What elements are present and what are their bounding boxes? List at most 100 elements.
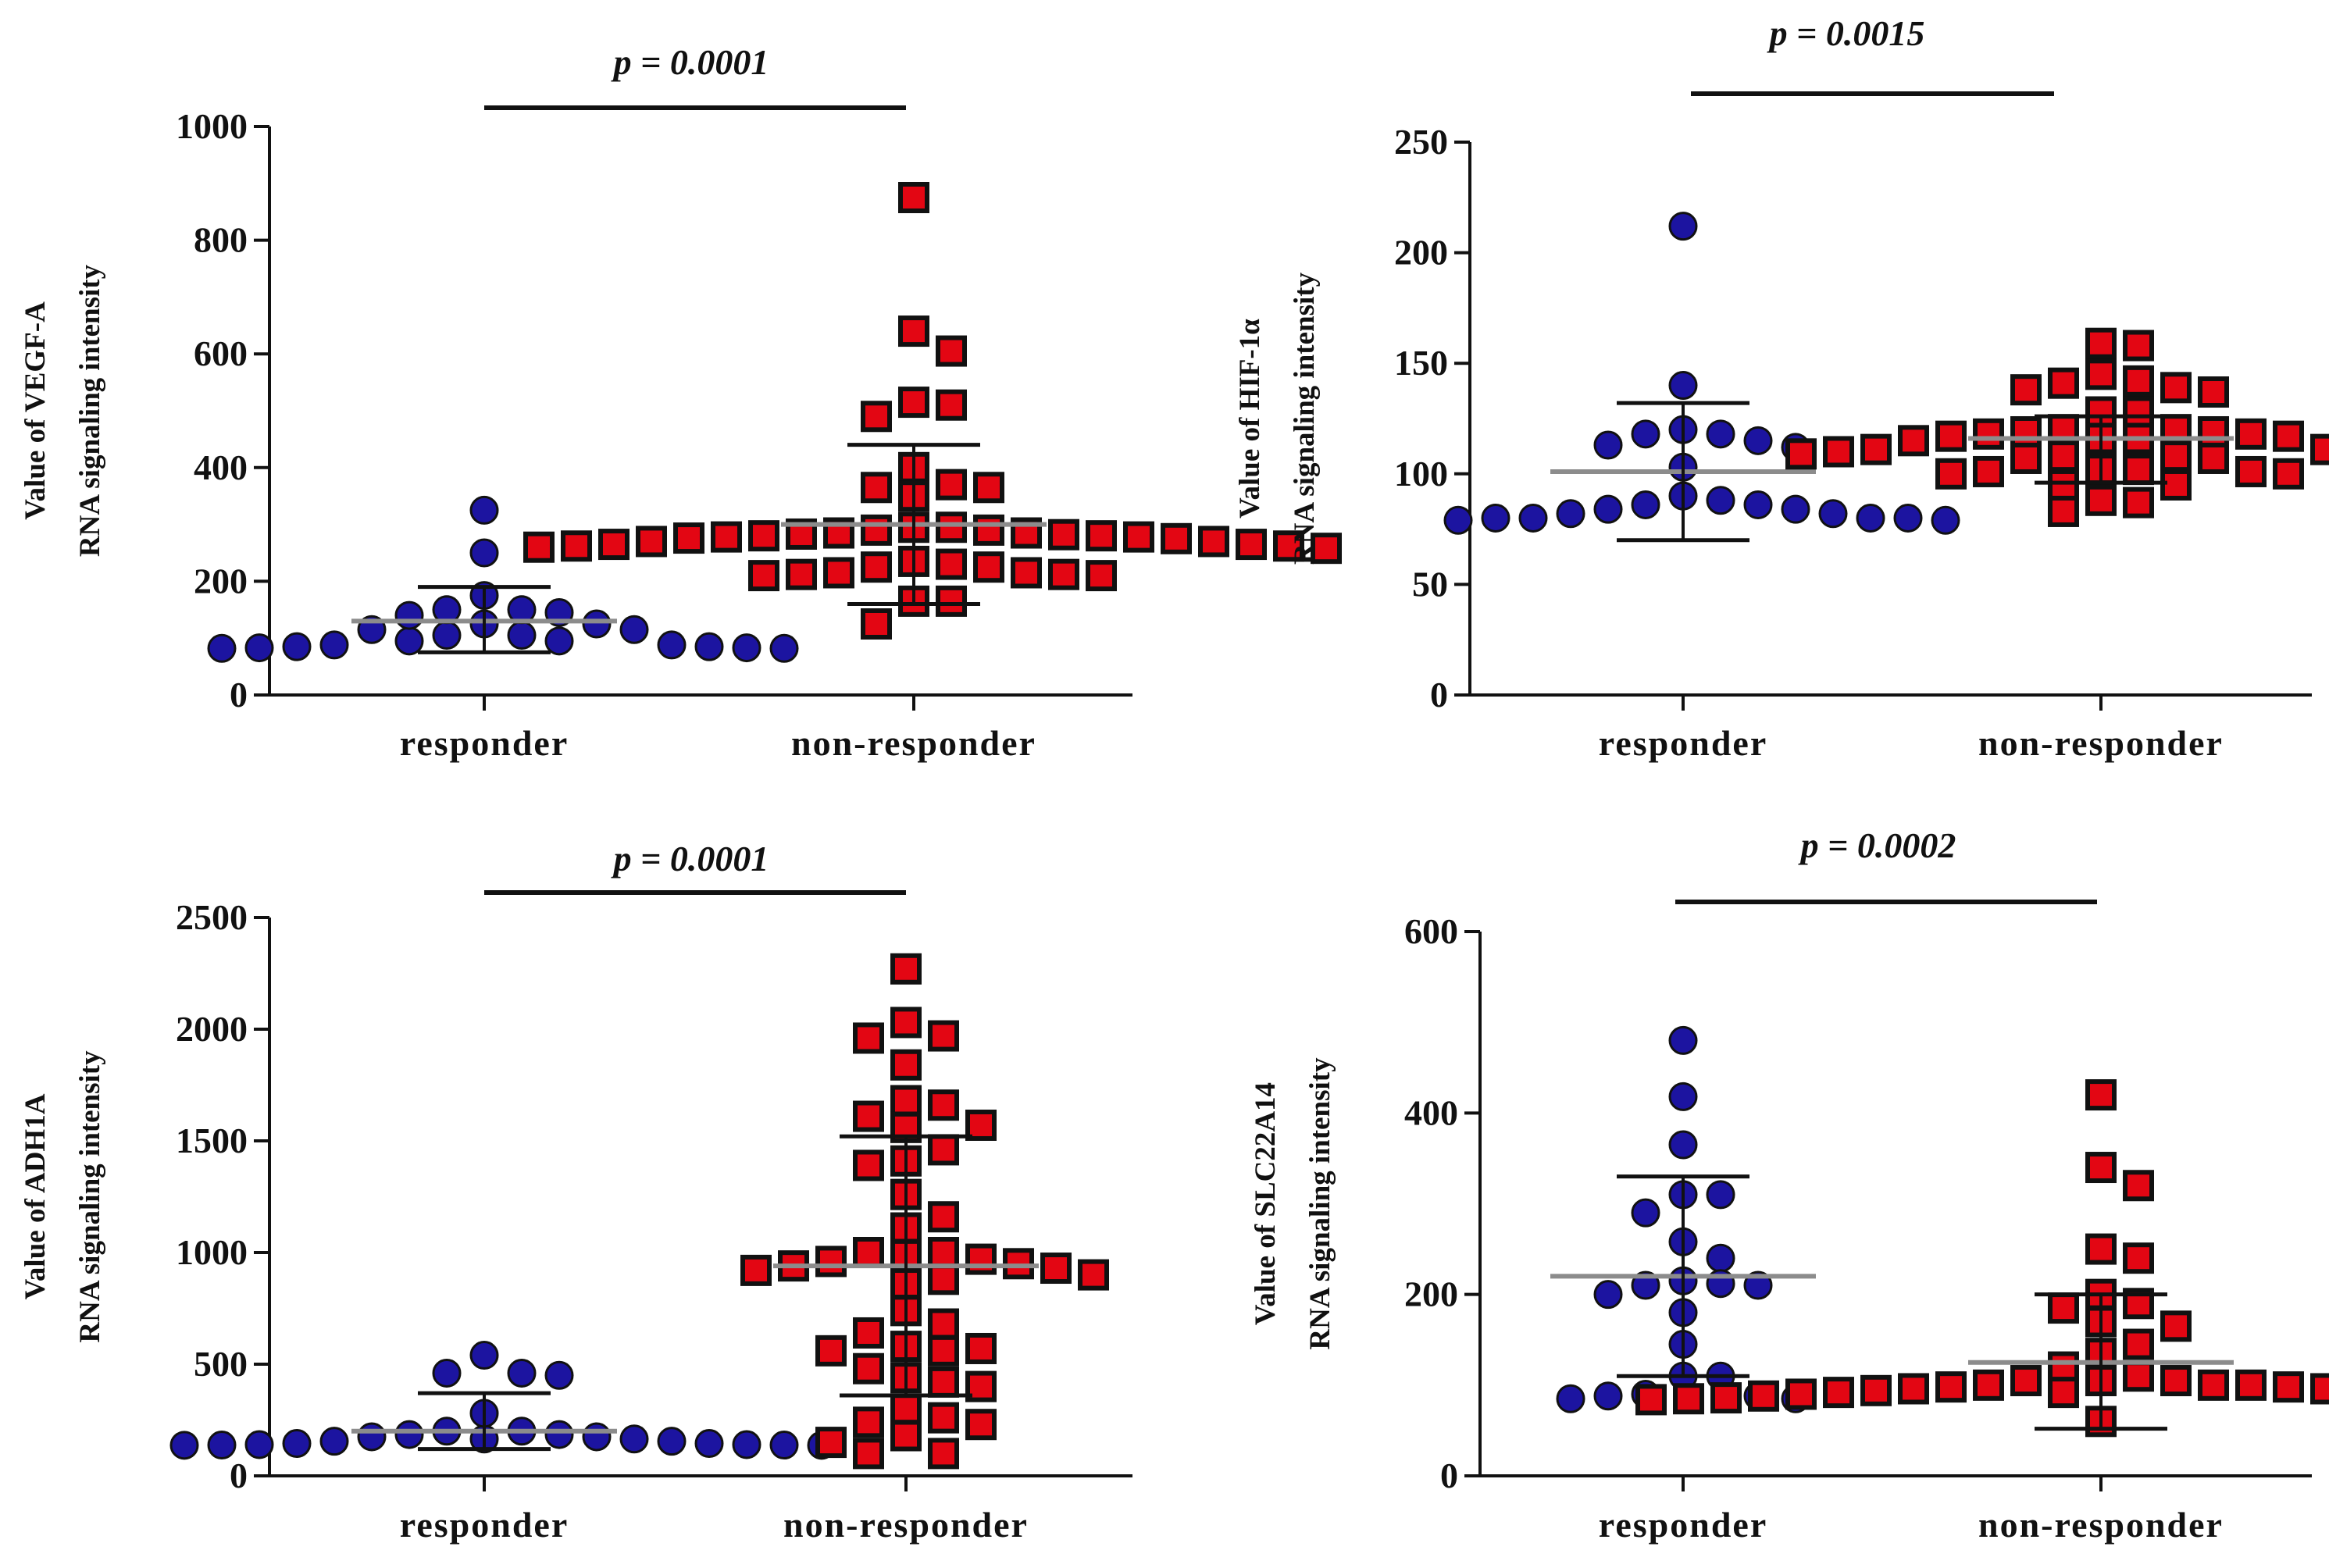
data-point-non-responder xyxy=(2310,433,2329,465)
y-tick-label: 800 xyxy=(194,220,248,260)
x-category-label: non-responder xyxy=(791,723,1036,763)
data-point-non-responder xyxy=(2273,420,2304,452)
y-tick-label: 1500 xyxy=(176,1121,248,1160)
data-point-non-responder xyxy=(1236,529,1267,561)
data-point-non-responder xyxy=(1048,558,1079,590)
data-point-non-responder xyxy=(853,1352,884,1384)
chart-panel-adh1a: 0 500 1000 1500 2000 2500 responder non-respond… xyxy=(20,839,1132,1545)
y-tick-label: 200 xyxy=(194,561,248,600)
data-point-non-responder xyxy=(2123,396,2154,428)
data-point-responder xyxy=(544,1420,574,1449)
data-point-non-responder xyxy=(2048,1351,2079,1383)
y-tick-label: 150 xyxy=(1394,343,1448,383)
data-point-non-responder xyxy=(898,315,929,347)
data-point-non-responder xyxy=(965,1370,997,1402)
series-responder xyxy=(1443,212,1960,543)
data-point-non-responder xyxy=(928,1438,959,1470)
data-point-responder xyxy=(432,1358,462,1388)
data-point-responder xyxy=(432,621,462,650)
data-point-responder xyxy=(394,600,424,630)
data-point-responder xyxy=(1556,1384,1585,1413)
data-point-non-responder xyxy=(2273,458,2304,490)
p-value-label: p = 0.0001 xyxy=(611,839,769,878)
data-point-non-responder xyxy=(2010,1365,2042,1397)
data-point-responder xyxy=(582,609,612,639)
y-tick-label: 250 xyxy=(1394,122,1448,162)
data-point-responder xyxy=(1743,490,1773,519)
y-axis-title-line1: Value of HIF-1α xyxy=(1234,319,1266,519)
data-point-non-responder xyxy=(936,585,967,617)
data-point-responder xyxy=(1706,486,1735,515)
data-point-responder xyxy=(394,626,424,656)
data-point-non-responder xyxy=(1860,433,1892,465)
data-point-non-responder xyxy=(1898,1373,1929,1405)
data-point-responder xyxy=(544,626,574,656)
data-point-non-responder xyxy=(890,1007,922,1039)
data-point-non-responder xyxy=(1785,1378,1817,1410)
data-point-non-responder xyxy=(748,560,779,592)
data-point-responder xyxy=(1668,212,1698,241)
data-point-non-responder xyxy=(2198,1369,2229,1401)
data-point-non-responder xyxy=(890,1393,922,1425)
data-point-non-responder xyxy=(965,1332,997,1364)
data-point-non-responder xyxy=(815,1245,847,1278)
data-point-non-responder xyxy=(2310,1373,2329,1405)
data-point-non-responder xyxy=(861,551,892,583)
data-point-non-responder xyxy=(2123,454,2154,486)
data-point-non-responder xyxy=(853,1100,884,1132)
data-point-non-responder xyxy=(890,1049,922,1081)
y-axis-title-line1: Value of VEGF-A xyxy=(20,301,52,520)
data-point-non-responder xyxy=(1198,526,1229,558)
data-point-responder xyxy=(1593,430,1623,460)
data-point-responder xyxy=(769,1431,799,1460)
data-point-non-responder xyxy=(2010,415,2042,447)
y-tick-label: 100 xyxy=(1394,454,1448,494)
data-point-responder xyxy=(544,1360,574,1390)
y-tick-label: 500 xyxy=(194,1344,248,1384)
data-point-non-responder xyxy=(928,1201,959,1233)
y-tick-label: 0 xyxy=(1440,1456,1458,1495)
data-point-non-responder xyxy=(2235,1369,2267,1401)
y-tick-label: 0 xyxy=(230,675,248,715)
data-point-non-responder xyxy=(2160,1310,2192,1342)
data-point-non-responder xyxy=(673,522,704,554)
data-point-non-responder xyxy=(1935,458,1967,490)
p-value-label: p = 0.0002 xyxy=(1798,825,1956,865)
data-point-responder xyxy=(282,1429,312,1459)
data-point-responder xyxy=(507,621,537,650)
y-axis-title-line1: Value of ADH1A xyxy=(20,1093,52,1299)
data-point-responder xyxy=(1781,494,1810,524)
data-point-non-responder xyxy=(1823,1377,1854,1409)
data-point-non-responder xyxy=(853,1022,884,1054)
data-point-non-responder xyxy=(711,521,742,553)
data-point-non-responder xyxy=(853,1438,884,1470)
data-point-responder xyxy=(1443,505,1473,535)
data-point-non-responder xyxy=(928,1402,959,1434)
data-point-non-responder xyxy=(853,1406,884,1438)
data-point-non-responder xyxy=(2160,469,2192,501)
data-point-non-responder xyxy=(2160,440,2192,472)
data-point-responder xyxy=(1481,503,1510,533)
data-point-non-responder xyxy=(1273,530,1304,562)
data-point-non-responder xyxy=(2048,367,2079,399)
data-point-non-responder xyxy=(1823,436,1854,468)
data-point-non-responder xyxy=(2198,376,2229,408)
data-point-non-responder xyxy=(2198,442,2229,474)
x-category-label: non-responder xyxy=(783,1505,1029,1545)
data-point-responder xyxy=(1631,419,1660,449)
data-point-non-responder xyxy=(1785,438,1817,470)
data-point-non-responder xyxy=(2273,1371,2304,1403)
data-point-non-responder xyxy=(861,401,892,433)
data-point-non-responder xyxy=(1040,1253,1072,1285)
data-point-non-responder xyxy=(965,1109,997,1141)
data-point-responder xyxy=(244,1430,274,1459)
data-point-responder xyxy=(282,632,312,661)
data-point-non-responder xyxy=(2235,455,2267,487)
data-point-non-responder xyxy=(1748,1380,1779,1412)
x-category-label: responder xyxy=(400,723,569,763)
data-point-responder xyxy=(694,632,724,661)
data-point-responder xyxy=(1668,1025,1698,1055)
data-point-non-responder xyxy=(1935,1371,1967,1403)
data-point-non-responder xyxy=(2048,469,2079,501)
